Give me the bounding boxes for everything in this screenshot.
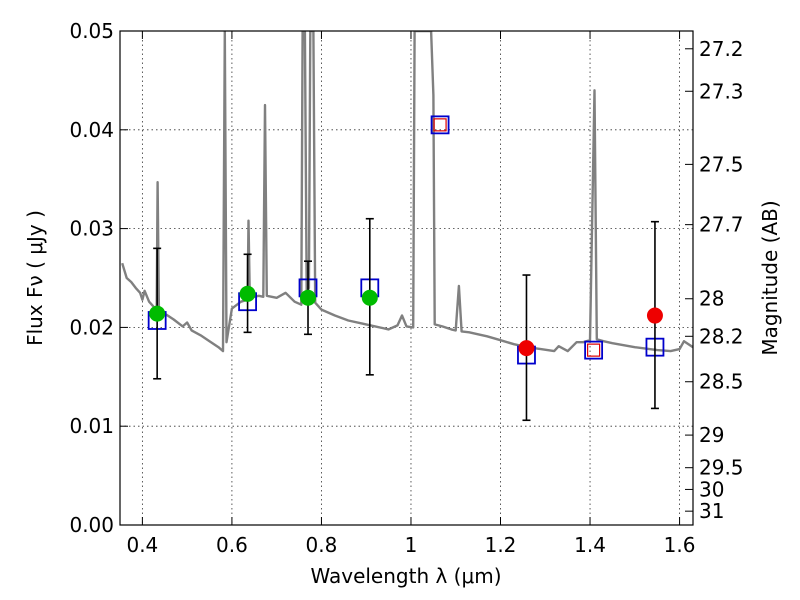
green-data-point [300, 289, 317, 306]
y2-axis-title: Magnitude (AB) [758, 200, 782, 355]
y2-tick-label: 31 [699, 499, 724, 523]
y-tick-label: 0.02 [69, 315, 114, 339]
x-tick-label: 1 [405, 533, 418, 557]
y2-tick-label: 30 [699, 477, 724, 501]
y2-tick-label: 28.2 [699, 324, 744, 348]
inner-square [433, 118, 447, 132]
x-tick-label: 1.2 [485, 533, 517, 557]
red-data-point [518, 340, 535, 357]
x-tick-label: 1.6 [664, 533, 696, 557]
green-data-point [361, 289, 378, 306]
y2-tick-label: 27.5 [699, 152, 744, 176]
x-tick-label: 0.4 [126, 533, 158, 557]
y-tick-label: 0.01 [69, 414, 114, 438]
y-tick-label: 0.05 [69, 19, 114, 43]
green-data-point [149, 305, 166, 322]
ticks: 0.4 0.6 0.8 1 1.2 1.4 1.6 0.00 0.01 0.02 0.03 0.04 0… [69, 19, 743, 557]
y-tick-label: 0.00 [69, 513, 114, 537]
x-tick-label: 0.6 [216, 533, 248, 557]
plot-frame [119, 30, 694, 526]
red-data-point [646, 307, 663, 324]
spectrum-line [121, 31, 693, 353]
y2-tick-label: 29 [699, 423, 724, 447]
x-axis-title: Wavelength λ (μm) [310, 564, 501, 588]
inner-square [587, 343, 601, 357]
data-layer [121, 31, 693, 353]
y2-tick-label: 28 [699, 287, 724, 311]
marker-layer [147, 115, 665, 422]
y2-tick-label: 28.5 [699, 370, 744, 394]
x-tick-label: 1.4 [574, 533, 606, 557]
y-axis-title: Flux Fν ( μJy ) [23, 210, 47, 346]
y2-tick-label: 27.2 [699, 37, 744, 61]
y-tick-label: 0.04 [69, 118, 114, 142]
y2-tick-label: 27.7 [699, 213, 744, 237]
x-tick-label: 0.8 [306, 533, 338, 557]
y2-tick-label: 29.5 [699, 456, 744, 480]
y-tick-label: 0.03 [69, 217, 114, 241]
y2-tick-label: 27.3 [699, 79, 744, 103]
model-square [584, 340, 604, 360]
green-data-point [239, 285, 256, 302]
model-square [430, 115, 450, 135]
